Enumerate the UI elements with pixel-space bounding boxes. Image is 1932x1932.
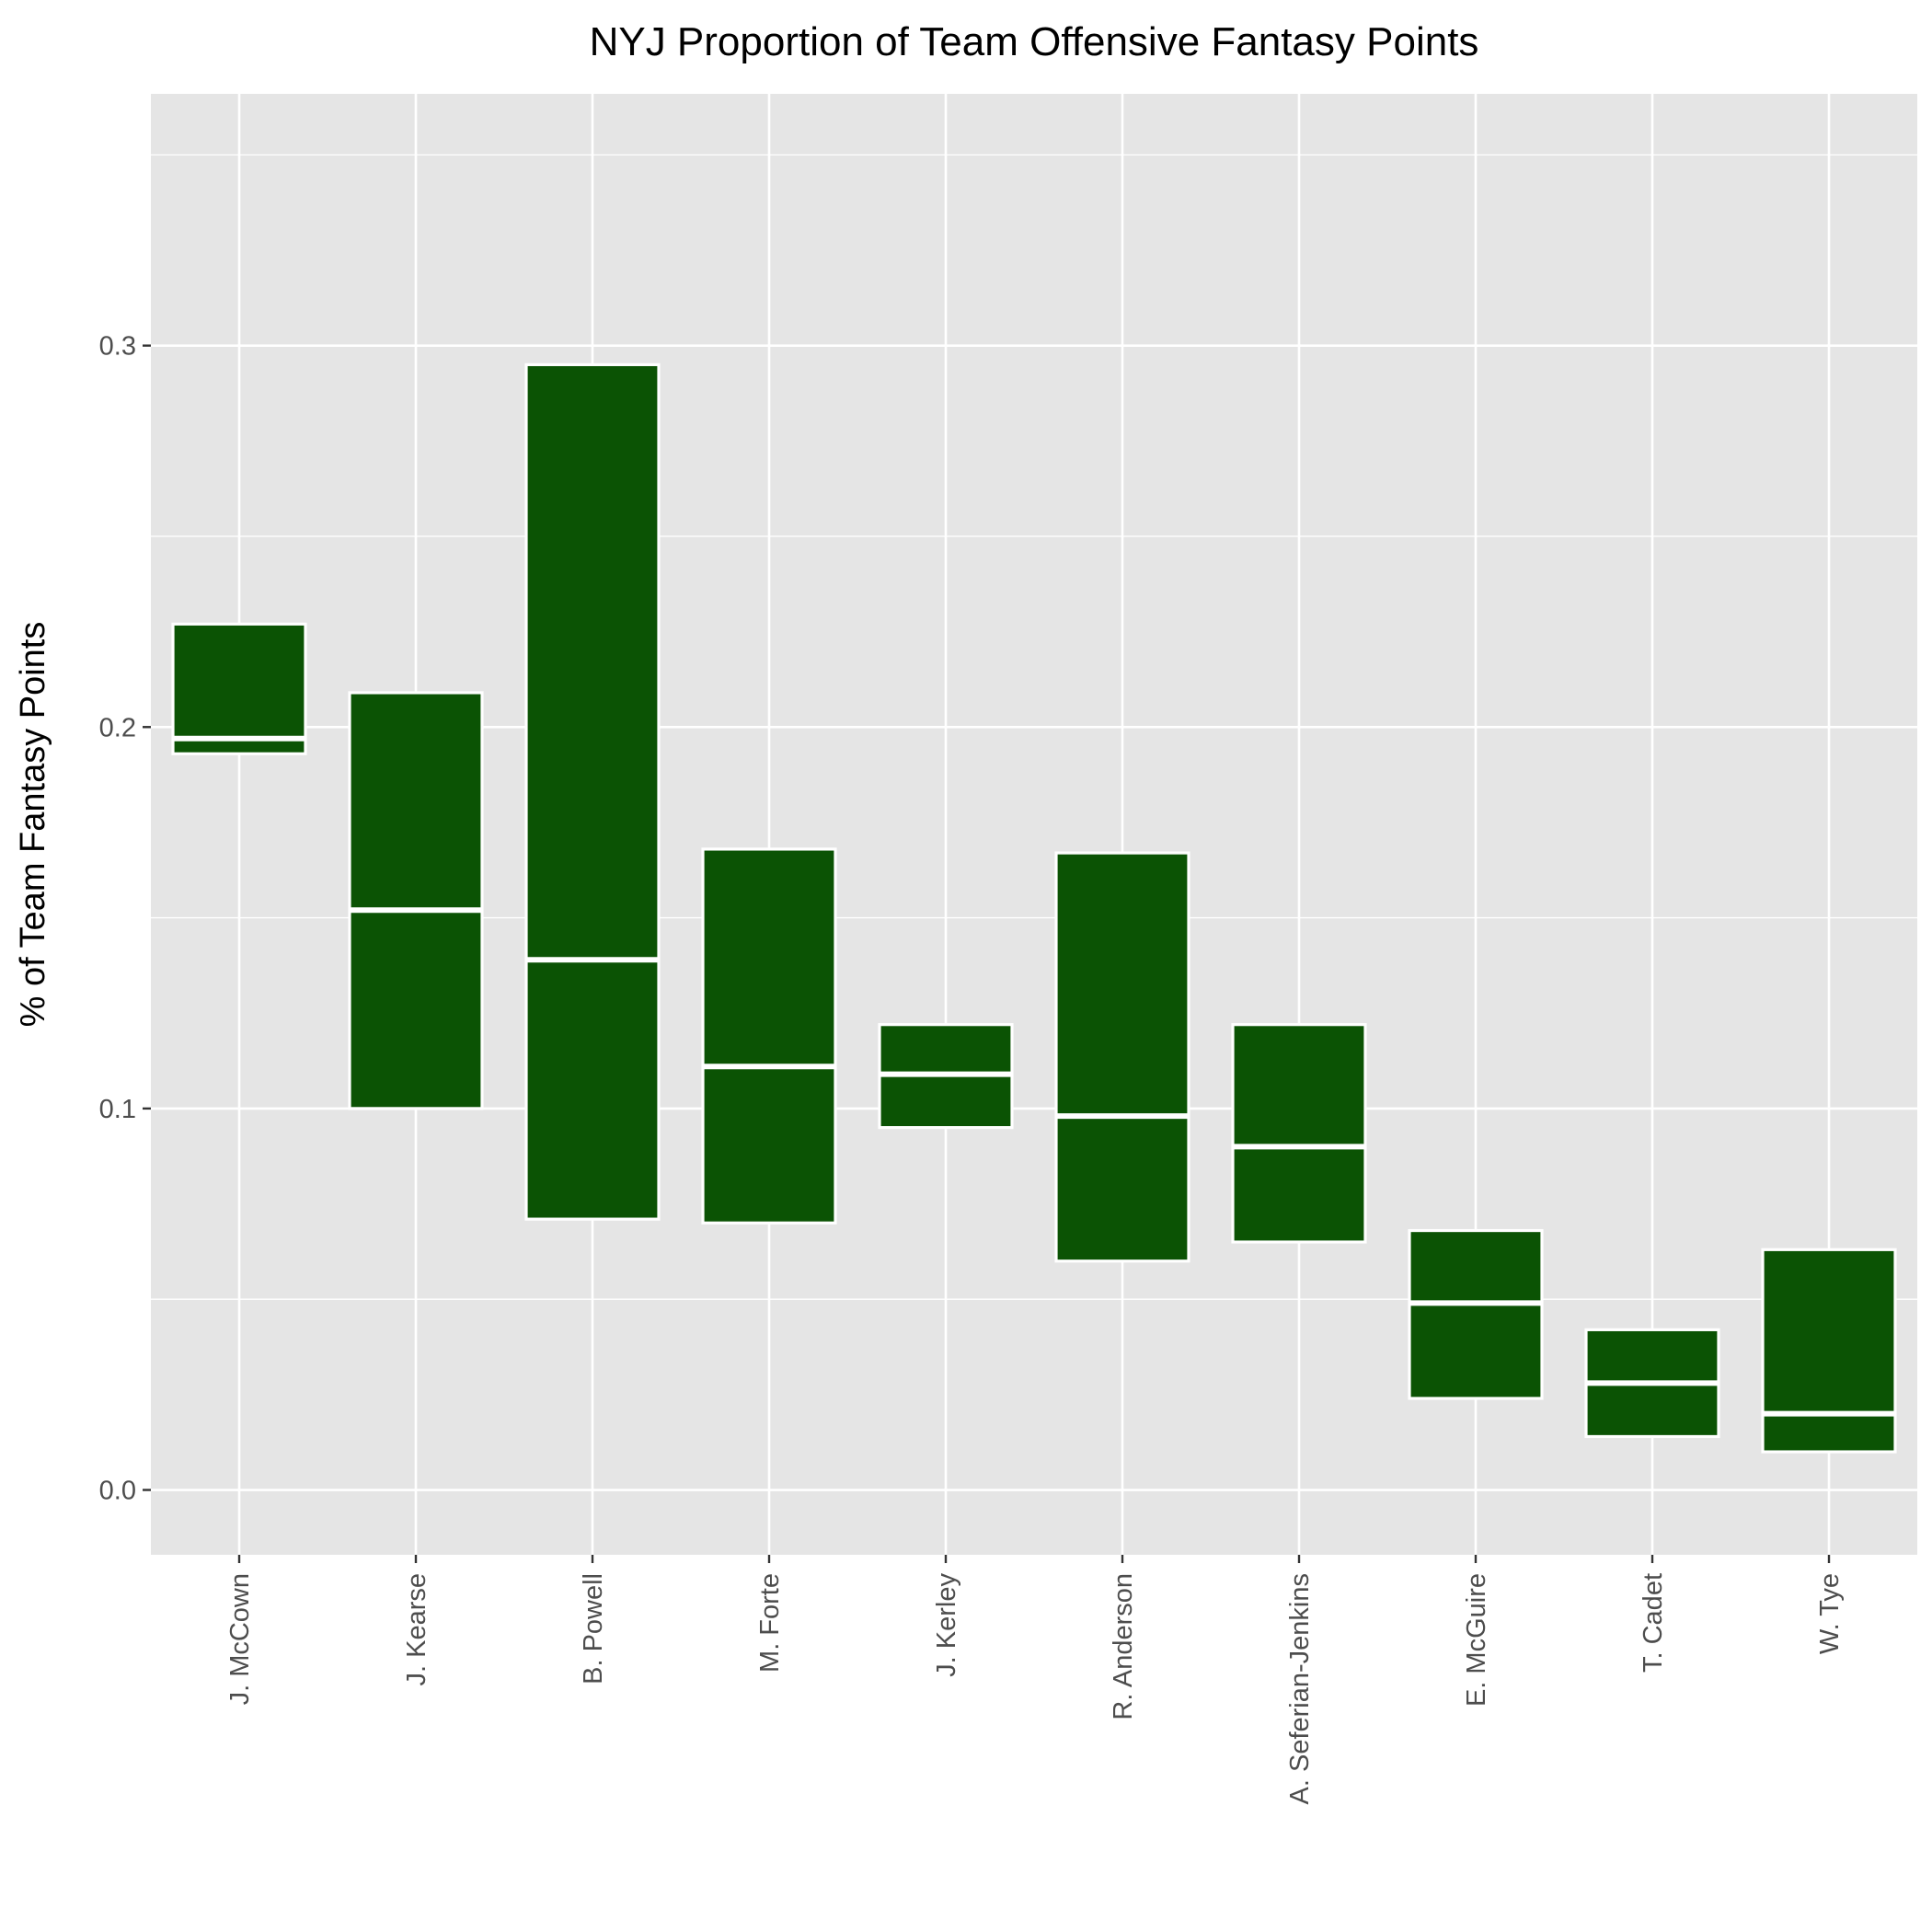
x-tick-label: W. Tye <box>1815 1573 1845 1654</box>
y-tick-label: 0.2 <box>99 713 136 742</box>
crossbar-box <box>1761 1248 1897 1454</box>
crossbar-box <box>701 847 837 1225</box>
crossbar-box <box>1408 1228 1544 1400</box>
crossbar-box <box>171 622 307 755</box>
x-tick-label: R. Anderson <box>1109 1573 1138 1720</box>
crossbar-box <box>524 362 661 1221</box>
x-tick-label: M. Forte <box>755 1573 785 1673</box>
x-tick-label: T. Cadet <box>1639 1573 1668 1673</box>
x-tick-label: E. McGuire <box>1462 1573 1491 1707</box>
y-tick-label: 0.3 <box>99 332 136 362</box>
x-tick-label: A. Seferian-Jenkins <box>1285 1573 1315 1804</box>
chart-title: NYJ Proportion of Team Offensive Fantasy… <box>590 19 1479 64</box>
x-tick-label: B. Powell <box>579 1573 608 1685</box>
axes: 0.0 0.1 0.2 0.3 J. McCown J. Kearse B. Powell M… <box>99 332 1845 1805</box>
crossbars <box>171 362 1897 1454</box>
x-tick-label: J. Kearse <box>402 1573 431 1686</box>
x-tick-label: J. McCown <box>225 1573 255 1705</box>
y-axis-label: % of Team Fantasy Points <box>14 622 52 1028</box>
crossbar-box <box>1054 851 1190 1263</box>
y-tick-label: 0.0 <box>99 1477 136 1506</box>
x-tick-label: J. Kerley <box>932 1573 961 1677</box>
crossbar-box <box>1231 1023 1367 1244</box>
y-tick-label: 0.1 <box>99 1095 136 1124</box>
crossbar-box <box>348 691 484 1110</box>
